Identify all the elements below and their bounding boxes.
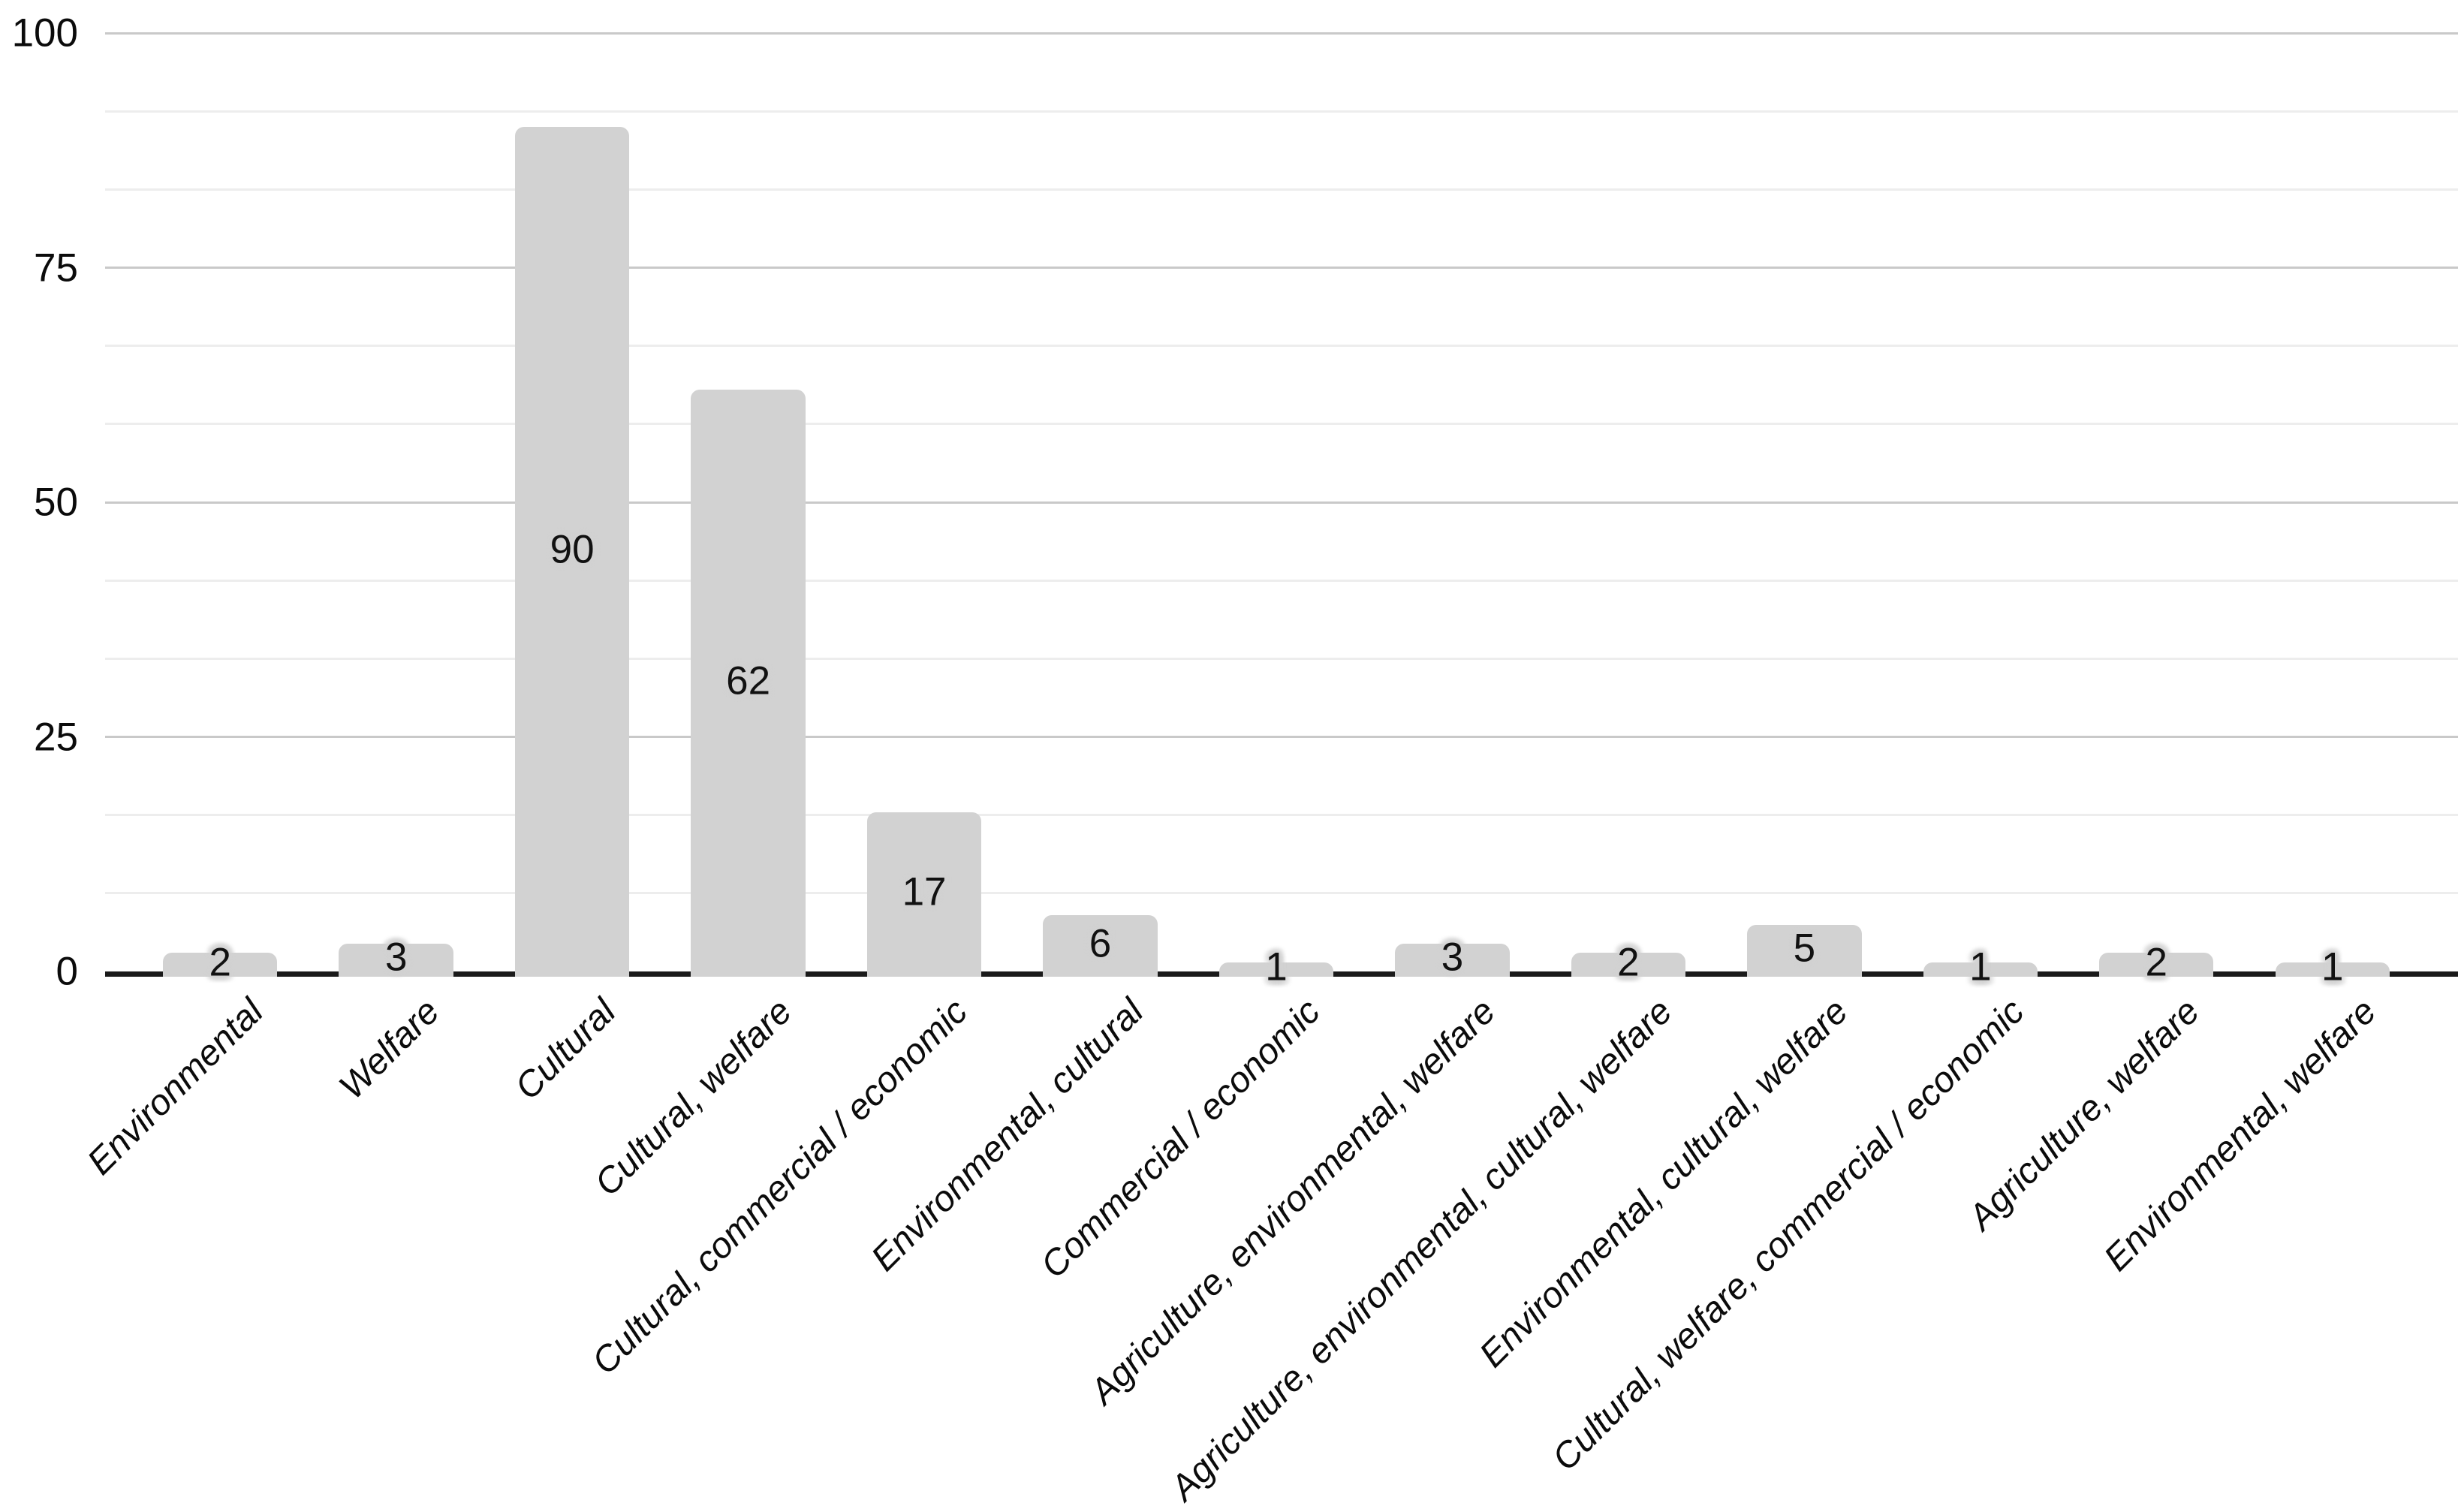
bar-value-label: 2 bbox=[1617, 940, 1640, 984]
bar-value-label: 90 bbox=[550, 527, 595, 571]
major-gridline bbox=[105, 32, 2458, 35]
y-tick-label-100: 100 bbox=[11, 11, 78, 56]
major-gridline bbox=[105, 736, 2458, 738]
bar-environmental-cultural-welfare bbox=[1747, 924, 1862, 977]
bar-value-label: 17 bbox=[902, 869, 947, 914]
y-axis-tick-labels: 0 25 50 75 100 bbox=[0, 14, 78, 992]
bar-welfare bbox=[339, 943, 453, 977]
bar-environmental bbox=[163, 953, 278, 977]
bar-cultural bbox=[514, 127, 630, 977]
minor-gridline bbox=[105, 110, 2458, 113]
y-tick-label-25: 25 bbox=[34, 715, 78, 759]
x-tick-label: Cultural, commercial / economic bbox=[584, 991, 976, 1383]
major-gridline bbox=[105, 267, 2458, 269]
minor-gridline bbox=[105, 657, 2458, 660]
bar-environmental-cultural bbox=[1043, 915, 1158, 977]
bar-agriculture-environmental-welfare bbox=[1395, 943, 1510, 977]
bar-value-label: 62 bbox=[726, 658, 771, 703]
bar-value-label: 1 bbox=[1265, 944, 1288, 989]
bar-value-label: 5 bbox=[1793, 926, 1816, 971]
bar-value-label: 1 bbox=[1969, 944, 1992, 989]
bar-cultural-commercial-economic bbox=[866, 812, 982, 977]
bar-value-label: 6 bbox=[1089, 921, 1112, 965]
bar-agriculture-welfare bbox=[2099, 953, 2214, 977]
x-tick-label: Environmental, cultural, welfare bbox=[1471, 991, 1856, 1375]
plot-area: 2 3 90 62 17 6 1 3 2 5 1 2 1 bbox=[105, 32, 2458, 986]
bar-value-label: 3 bbox=[384, 935, 408, 980]
bar-commercial-economic bbox=[1218, 962, 1334, 977]
bar-value-label: 1 bbox=[2321, 944, 2344, 989]
major-gridline bbox=[105, 501, 2458, 504]
y-tick-label-0: 0 bbox=[56, 949, 78, 994]
minor-gridline bbox=[105, 345, 2458, 348]
bar-value-label: 2 bbox=[209, 940, 231, 984]
minor-gridline bbox=[105, 188, 2458, 191]
bar-cultural-welfare-commercial-economic bbox=[1923, 962, 2038, 977]
minor-gridline bbox=[105, 814, 2458, 817]
y-tick-label-75: 75 bbox=[34, 245, 78, 290]
minor-gridline bbox=[105, 892, 2458, 895]
bar-value-label: 3 bbox=[1441, 935, 1464, 980]
minor-gridline bbox=[105, 579, 2458, 582]
y-tick-label-50: 50 bbox=[34, 480, 78, 525]
bar-agriculture-environmental-cultural-welfare bbox=[1571, 953, 1686, 977]
x-tick-label-anchor: Environmental, welfare bbox=[1229, 991, 2384, 1279]
bar-value-label: 2 bbox=[2145, 940, 2168, 984]
bar-environmental-welfare bbox=[2275, 962, 2390, 977]
minor-gridline bbox=[105, 423, 2458, 426]
bar-cultural-welfare bbox=[691, 390, 806, 977]
